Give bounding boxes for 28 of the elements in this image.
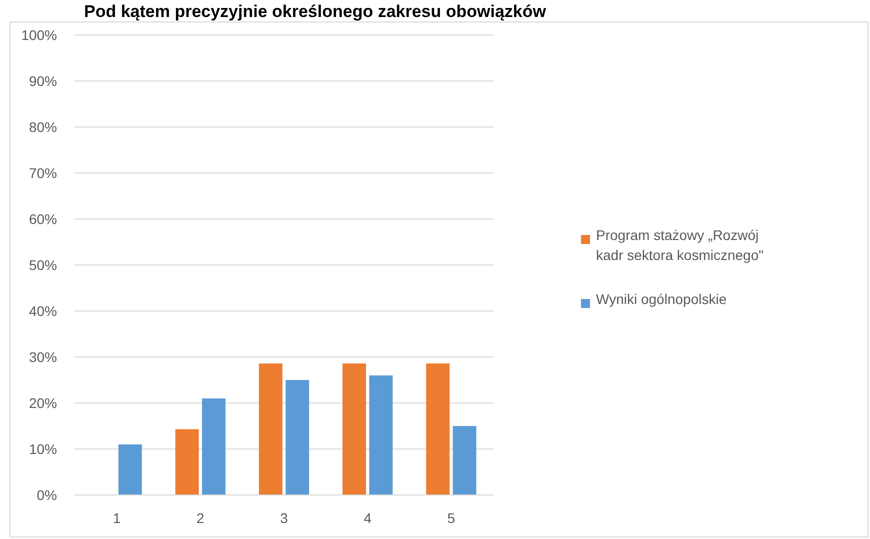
bar [202, 398, 226, 495]
chart-title: Pod kątem precyzyjnie określonego zakresu obowiązków [84, 2, 547, 21]
legend-label: Program stażowy „Rozwój kadr sektora kosmicznego" [596, 227, 764, 263]
y-tick-label: 20% [28, 394, 57, 411]
bar [369, 375, 393, 495]
y-tick-label: 40% [28, 302, 57, 319]
y-tick-label: 70% [28, 164, 57, 181]
y-tick-label: 90% [28, 72, 57, 89]
x-tick-label: 5 [447, 510, 456, 526]
x-tick-label: 2 [196, 510, 204, 526]
bar [286, 380, 310, 495]
bar [118, 444, 142, 495]
bar [426, 363, 450, 495]
x-tick-label: 1 [112, 510, 121, 526]
y-tick-label: 50% [28, 256, 57, 273]
bar [175, 429, 199, 495]
y-tick-label: 100% [21, 26, 57, 43]
bar [342, 363, 366, 495]
legend-label: Wyniki ogólnopolskie [596, 291, 727, 307]
x-tick-label: 4 [364, 510, 372, 526]
y-tick-label: 30% [28, 348, 57, 365]
y-tick-label: 60% [28, 210, 57, 227]
y-tick-label: 80% [28, 118, 57, 135]
x-tick-label: 3 [280, 510, 288, 526]
y-tick-label: 0% [36, 486, 57, 503]
y-tick-label: 10% [28, 440, 57, 457]
bar [258, 363, 282, 495]
bar [452, 426, 476, 495]
